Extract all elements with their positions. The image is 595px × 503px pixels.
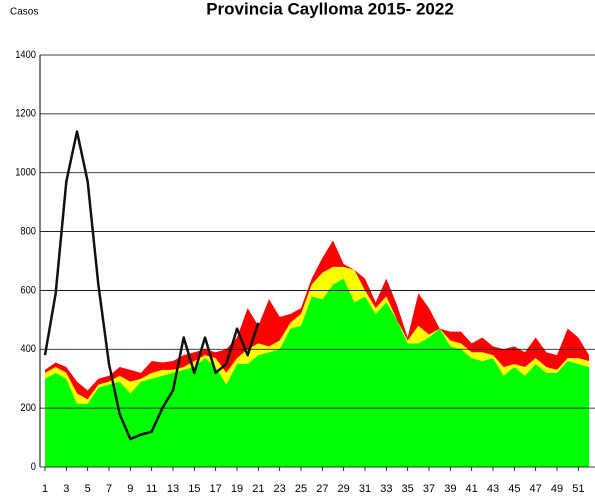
x-tick-label: 35 xyxy=(402,483,414,495)
x-tick-label: 17 xyxy=(210,483,222,495)
x-tick-label: 37 xyxy=(423,483,435,495)
x-tick-label: 7 xyxy=(106,483,112,495)
x-tick-label: 19 xyxy=(231,483,243,495)
y-axis-label: Casos xyxy=(10,7,38,18)
x-tick-label: 49 xyxy=(551,483,563,495)
x-tick-label: 43 xyxy=(487,483,499,495)
x-tick-label: 33 xyxy=(380,483,392,495)
x-tick-label: 9 xyxy=(127,483,133,495)
x-tick-label: 41 xyxy=(466,483,478,495)
line xyxy=(43,130,260,441)
x-tick-label: 5 xyxy=(85,483,91,495)
area xyxy=(45,240,589,400)
area xyxy=(45,266,589,404)
x-tick-label: 45 xyxy=(508,483,520,495)
x-tick-label: 23 xyxy=(274,483,286,495)
x-tick-label: 15 xyxy=(188,483,200,495)
y-tick-label: 200 xyxy=(20,402,36,414)
x-tick-label: 1 xyxy=(42,483,48,495)
y-tick-label: 400 xyxy=(20,344,36,356)
x-tick-label: 47 xyxy=(530,483,542,495)
y-tick-label: 600 xyxy=(20,285,36,297)
y-tick-label: 800 xyxy=(20,226,36,238)
x-tick-label: 13 xyxy=(167,483,179,495)
x-tick-label: 25 xyxy=(295,483,307,495)
area xyxy=(45,278,589,467)
y-tick-label: 1200 xyxy=(15,108,36,120)
x-tick-label: 3 xyxy=(63,483,69,495)
y-tick-label: 1400 xyxy=(15,49,36,61)
chart-title: Provincia Caylloma 2015- 2022 xyxy=(206,0,454,18)
x-tick-label: 39 xyxy=(444,483,456,495)
x-tick-label: 11 xyxy=(146,483,157,495)
y-tick-label: 0 xyxy=(31,461,36,473)
y-tick-label: 1000 xyxy=(15,167,36,179)
x-tick-label: 51 xyxy=(572,483,584,495)
x-tick-label: 21 xyxy=(252,483,264,495)
x-tick-label: 27 xyxy=(316,483,328,495)
x-tick-label: 31 xyxy=(359,483,371,495)
x-tick-label: 29 xyxy=(338,483,350,495)
